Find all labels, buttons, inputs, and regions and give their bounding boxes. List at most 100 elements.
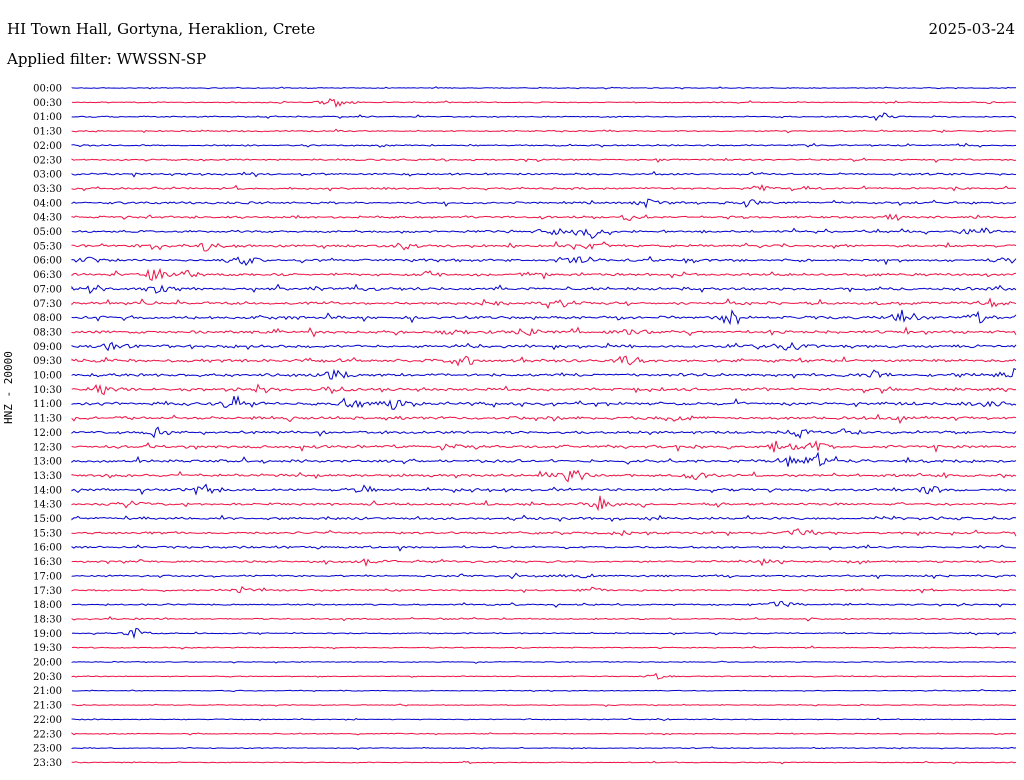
seismic-trace-line	[71, 297, 1017, 310]
time-tick-label: 20:30	[33, 672, 62, 683]
seismic-trace-line	[71, 240, 1017, 252]
seismic-trace-line	[71, 341, 1017, 352]
time-tick-label: 07:00	[33, 284, 62, 295]
seismic-trace-line	[71, 514, 1017, 523]
time-tick-label: 15:00	[33, 514, 62, 525]
time-tick-label: 13:00	[33, 457, 62, 468]
seismic-trace-line	[71, 572, 1017, 580]
seismic-trace-line	[71, 367, 1017, 380]
time-tick-label: 00:00	[33, 84, 62, 95]
seismic-trace-line	[71, 746, 1017, 750]
time-tick-label: 12:00	[33, 428, 62, 439]
time-tick-label: 18:30	[33, 614, 62, 625]
seismic-trace-line	[71, 585, 1016, 594]
time-tick-label: 18:00	[33, 600, 62, 611]
time-tick-label: 11:00	[33, 399, 62, 410]
seismic-trace-line	[71, 283, 1017, 295]
seismic-trace-line	[71, 198, 1017, 209]
time-tick-label: 15:30	[33, 528, 62, 539]
seismic-trace-line	[71, 309, 1017, 326]
station-title: HI Town Hall, Gortyna, Heraklion, Crete	[7, 20, 316, 38]
seismic-trace-line	[71, 413, 1017, 425]
time-tick-label: 04:00	[33, 198, 62, 209]
seismic-trace-line	[71, 255, 1017, 267]
seismic-trace-line	[71, 98, 1017, 108]
time-tick-label: 04:30	[33, 213, 62, 224]
seismic-trace-line	[71, 439, 1017, 453]
time-tick-label: 17:30	[33, 586, 62, 597]
time-tick-label: 03:30	[33, 184, 62, 195]
time-tick-label: 22:30	[33, 729, 62, 740]
time-tick-label: 00:30	[33, 98, 62, 109]
seismic-trace-line	[71, 213, 1017, 222]
seismic-trace-line	[71, 227, 1017, 239]
time-tick-label: 08:30	[33, 327, 62, 338]
time-tick-label: 01:00	[33, 112, 62, 123]
time-tick-label: 09:30	[33, 356, 62, 367]
filter-label: Applied filter: WWSSN-SP	[7, 50, 207, 68]
time-tick-label: 02:30	[33, 155, 62, 166]
time-tick-label: 20:00	[33, 658, 62, 669]
time-tick-label: 02:00	[33, 141, 62, 152]
time-tick-label: 19:30	[33, 643, 62, 654]
seismic-trace-line	[71, 616, 1017, 622]
time-tick-label: 22:00	[33, 715, 62, 726]
seismic-trace-line	[71, 760, 1017, 765]
seismic-trace-line	[71, 267, 1017, 282]
time-tick-label: 06:30	[33, 270, 62, 281]
seismic-trace-line	[71, 688, 1017, 693]
date-label: 2025-03-24	[928, 20, 1015, 38]
seismic-trace-line	[71, 672, 1017, 680]
time-tick-label: 10:00	[33, 371, 62, 382]
seismic-trace-line	[71, 451, 1017, 467]
seismic-trace-line	[71, 732, 1017, 736]
seismic-trace-line	[71, 557, 1017, 567]
seismic-trace-line	[71, 717, 1017, 722]
seismic-trace-line	[71, 544, 1017, 552]
time-tick-label: 17:00	[33, 571, 62, 582]
time-tick-label: 01:30	[33, 127, 62, 138]
seismic-trace-line	[71, 645, 1017, 650]
seismic-trace-line	[71, 627, 1017, 640]
time-tick-label: 23:00	[33, 744, 62, 755]
seismic-trace-line	[71, 495, 1017, 512]
time-tick-label: 07:30	[33, 299, 62, 310]
time-tick-label: 23:30	[33, 758, 62, 769]
seismic-trace-line	[71, 426, 1017, 439]
seismic-trace-line	[71, 483, 1017, 496]
seismic-trace-line	[71, 528, 1017, 537]
time-tick-label: 06:00	[33, 256, 62, 267]
seismic-trace-line	[71, 86, 1016, 90]
time-tick-label: 21:30	[33, 701, 62, 712]
seismic-trace-line	[71, 170, 1017, 178]
time-tick-label: 19:00	[33, 629, 62, 640]
seismic-trace-line	[71, 355, 1017, 367]
seismic-trace-line	[71, 157, 1017, 163]
time-tick-label: 14:30	[33, 500, 62, 511]
time-tick-label: 11:30	[33, 414, 62, 425]
seismic-trace-line	[71, 383, 1017, 396]
time-tick-label: 21:00	[33, 686, 62, 697]
time-tick-label: 12:30	[33, 442, 62, 453]
seismic-trace-line	[71, 703, 1017, 708]
seismic-trace-line	[71, 184, 1017, 192]
seismic-trace-line	[71, 142, 1017, 148]
seismic-trace-line	[71, 469, 1017, 483]
time-tick-label: 16:30	[33, 557, 62, 568]
seismic-trace-line	[71, 112, 1017, 122]
time-tick-label: 08:00	[33, 313, 62, 324]
time-tick-label: 03:00	[33, 170, 62, 181]
time-tick-label: 14:00	[33, 485, 62, 496]
time-tick-label: 10:30	[33, 385, 62, 396]
seismic-trace-line	[71, 395, 1017, 410]
time-tick-label: 09:00	[33, 342, 62, 353]
seismic-trace-line	[71, 326, 1017, 338]
time-tick-label: 05:00	[33, 227, 62, 238]
seismic-trace-line	[71, 660, 1017, 664]
seismic-trace-line	[71, 600, 1017, 608]
time-tick-label: 16:00	[33, 543, 62, 554]
time-tick-label: 05:30	[33, 241, 62, 252]
seismic-trace-line	[71, 128, 1017, 134]
time-tick-label: 13:30	[33, 471, 62, 482]
